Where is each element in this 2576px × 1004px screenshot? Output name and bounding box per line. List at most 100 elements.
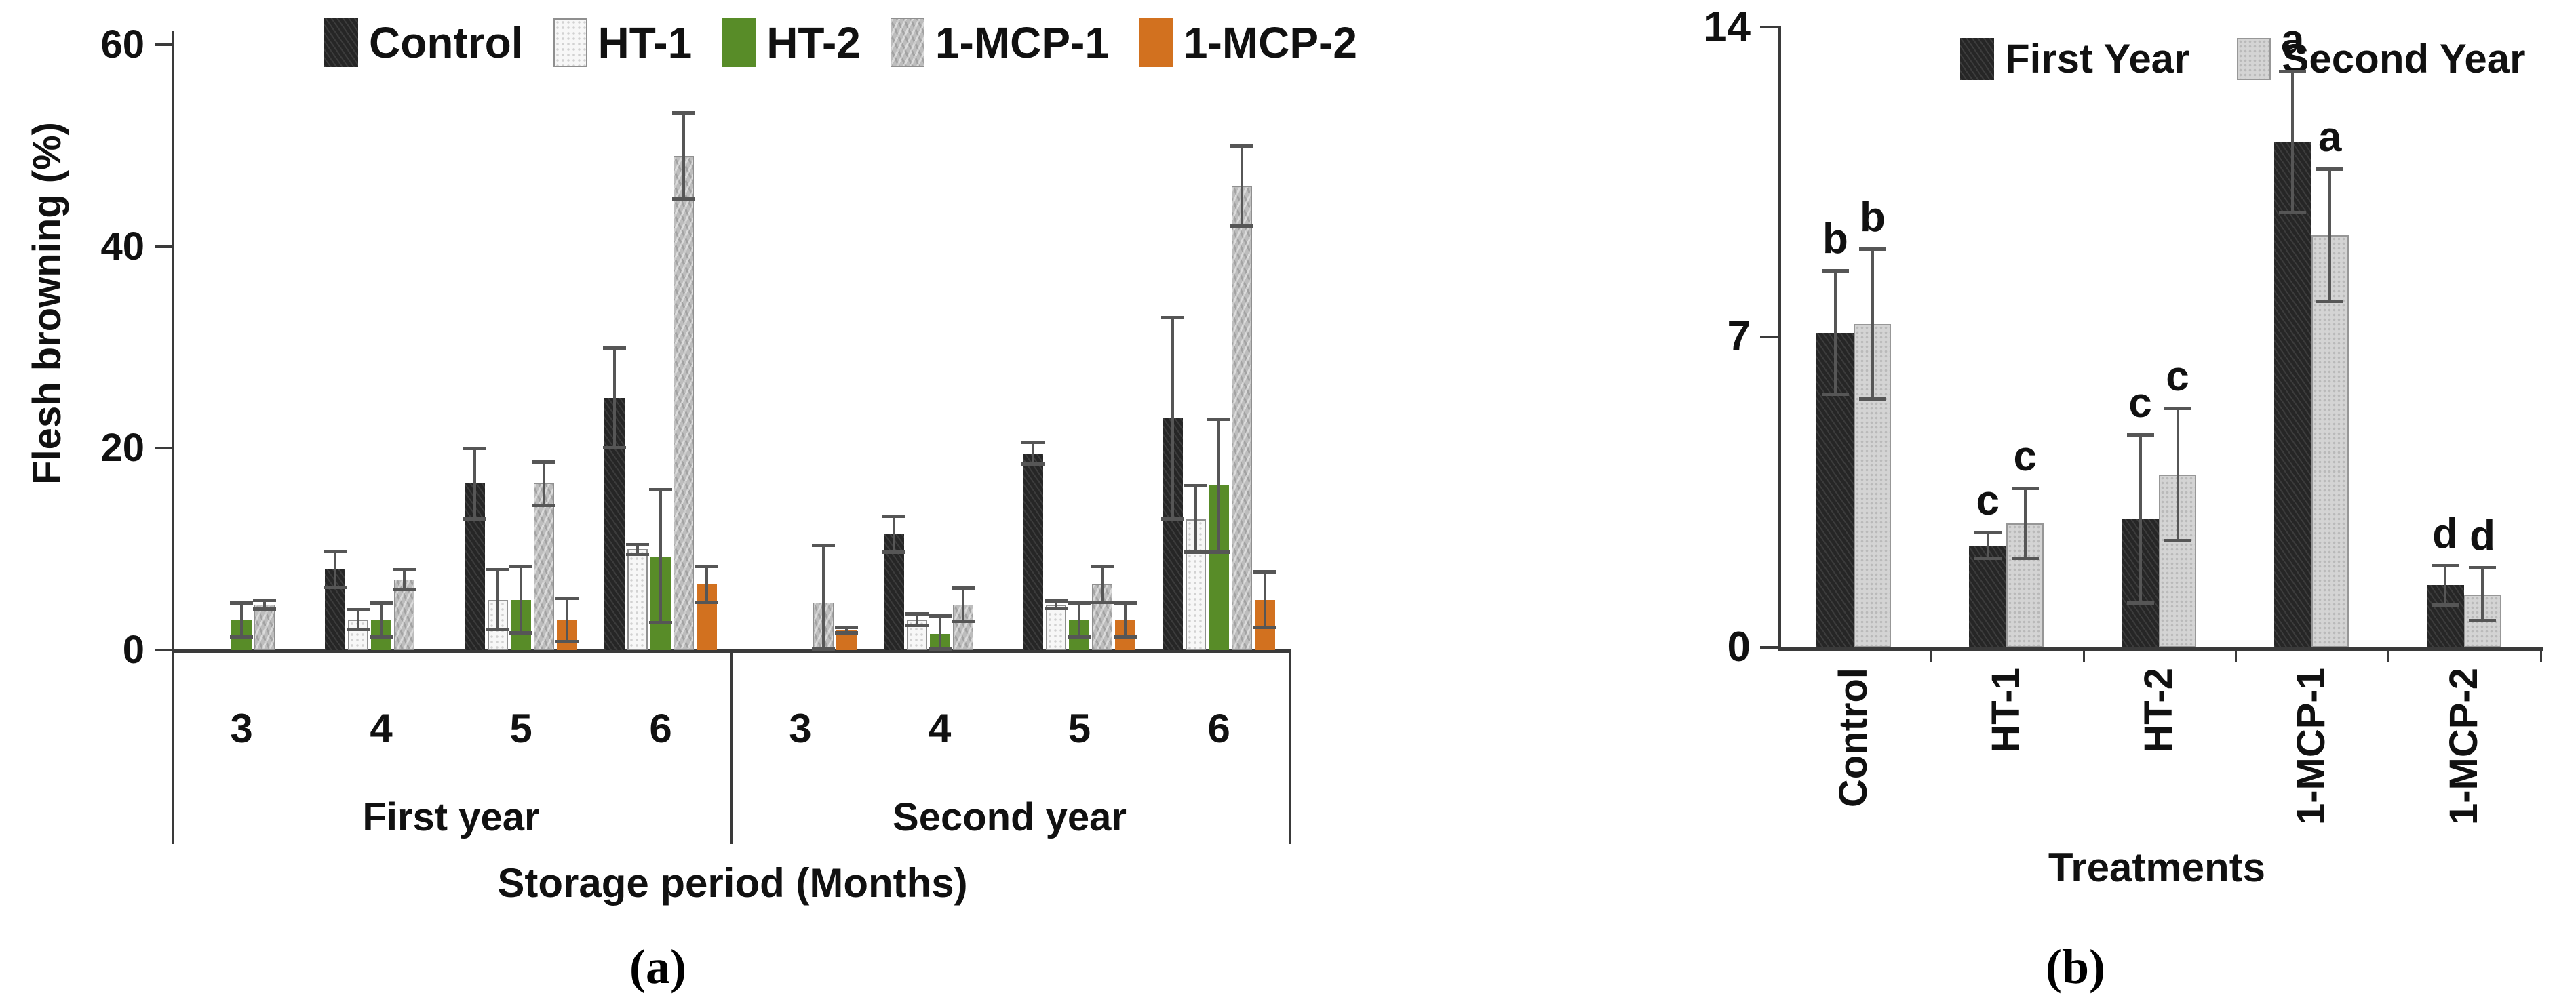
bar-first-year-6-ht-1 bbox=[627, 549, 648, 650]
legend-label-ht-2: HT-2 bbox=[766, 18, 861, 67]
error-bar-cap-bottom-second-year-5-1-mcp-2 bbox=[1114, 635, 1137, 639]
error-bar-cap-top-b-ht-1-second-year bbox=[2011, 486, 2039, 490]
legend-label-second-year: Second Year bbox=[2282, 36, 2526, 81]
error-bar-cap-bottom-second-year-5-1-mcp-1 bbox=[1091, 601, 1114, 605]
sig-letter-b-1-mcp-1-second-year: a bbox=[2318, 114, 2342, 161]
error-bar-line-second-year-5-ht-1 bbox=[1055, 601, 1058, 609]
error-bar-cap-top-first-year-6-ht-2 bbox=[649, 488, 672, 492]
bar-first-year-6-control bbox=[604, 398, 625, 650]
legend-item-ht-1: HT-1 bbox=[553, 18, 692, 68]
error-bar-line-first-year-4-1-mcp-1 bbox=[403, 569, 406, 590]
error-bar-cap-top-first-year-6-1-mcp-1 bbox=[672, 111, 695, 115]
bar-b-control-second-year bbox=[1854, 323, 1892, 647]
error-bar-cap-top-first-year-5-1-mcp-1 bbox=[532, 460, 555, 464]
error-bar-cap-bottom-first-year-6-1-mcp-2 bbox=[695, 601, 718, 605]
error-bar-line-b-ht-1-second-year bbox=[2023, 487, 2027, 559]
month-label-first-year-6: 6 bbox=[649, 706, 672, 751]
error-bar-cap-bottom-second-year-4-ht-1 bbox=[905, 624, 929, 628]
error-bar-line-second-year-5-ht-2 bbox=[1078, 603, 1081, 637]
bar-first-year-4-1-mcp-1 bbox=[394, 579, 414, 650]
month-label-second-year-4: 4 bbox=[928, 706, 952, 751]
error-bar-cap-top-second-year-5-ht-2 bbox=[1068, 601, 1091, 605]
error-bar-line-b-control-first-year bbox=[1833, 270, 1837, 395]
error-bar-cap-bottom-first-year-4-1-mcp-1 bbox=[393, 587, 416, 591]
bar-first-year-6-1-mcp-1 bbox=[674, 155, 694, 650]
year-label-second-year: Second year bbox=[893, 795, 1127, 839]
legend-swatch-control bbox=[324, 18, 358, 67]
bar-b-ht-2-second-year bbox=[2159, 475, 2196, 647]
error-bar-line-second-year-5-1-mcp-1 bbox=[1101, 566, 1104, 603]
category-label-1-mcp-2: 1-MCP-2 bbox=[2441, 668, 2486, 826]
legend-swatch-ht-2 bbox=[722, 18, 756, 67]
error-bar-cap-top-second-year-6-control bbox=[1161, 315, 1185, 319]
sig-letter-b-ht-2-second-year: c bbox=[2166, 353, 2189, 401]
y-tick-label-b-14: 14 bbox=[1704, 3, 1751, 50]
error-bar-cap-bottom-first-year-3-1-mcp-1 bbox=[253, 607, 276, 611]
error-bar-cap-top-second-year-3-1-mcp-1 bbox=[811, 544, 835, 548]
sig-letter-b-ht-1-first-year: c bbox=[1976, 477, 1999, 525]
error-bar-line-first-year-5-ht-1 bbox=[496, 569, 499, 630]
panel-caption-b: (b) bbox=[2046, 940, 2105, 994]
error-bar-cap-bottom-first-year-6-control bbox=[603, 446, 626, 450]
error-bar-cap-bottom-first-year-5-ht-1 bbox=[486, 628, 509, 632]
error-bar-cap-top-second-year-6-1-mcp-1 bbox=[1230, 144, 1254, 148]
error-bar-line-first-year-3-ht-2 bbox=[240, 603, 243, 637]
month-label-first-year-5: 5 bbox=[509, 706, 532, 751]
error-bar-cap-top-b-ht-1-first-year bbox=[1974, 531, 2002, 535]
error-bar-line-first-year-5-control bbox=[473, 448, 476, 519]
error-bar-line-second-year-3-1-mcp-2 bbox=[844, 626, 848, 633]
x-tick-b-1 bbox=[1930, 647, 1932, 662]
error-bar-cap-top-second-year-4-1-mcp-1 bbox=[951, 586, 975, 590]
sig-letter-b-ht-1-second-year: c bbox=[2013, 433, 2037, 480]
category-label-control: Control bbox=[1831, 668, 1876, 808]
error-bar-cap-bottom-first-year-5-1-mcp-2 bbox=[555, 640, 579, 644]
error-bar-cap-top-first-year-6-1-mcp-2 bbox=[695, 565, 718, 569]
error-bar-cap-bottom-first-year-4-control bbox=[324, 585, 347, 589]
error-bar-line-second-year-5-1-mcp-2 bbox=[1124, 603, 1127, 637]
legend-swatch-ht-1 bbox=[553, 18, 587, 67]
error-bar-line-first-year-5-1-mcp-1 bbox=[543, 461, 545, 506]
error-bar-cap-top-first-year-5-1-mcp-2 bbox=[555, 596, 579, 600]
error-bar-cap-bottom-first-year-5-1-mcp-1 bbox=[532, 504, 555, 508]
error-bar-cap-bottom-second-year-5-control bbox=[1021, 462, 1045, 466]
legend-swatch-second-year bbox=[2237, 37, 2271, 80]
sig-letter-b-1-mcp-2-first-year: d bbox=[2432, 510, 2459, 558]
error-bar-cap-bottom-second-year-3-1-mcp-2 bbox=[834, 630, 858, 635]
bar-b-1-mcp-1-second-year bbox=[2311, 235, 2349, 647]
error-bar-line-second-year-4-ht-1 bbox=[915, 614, 918, 626]
y-tick-label-a-20: 20 bbox=[100, 426, 144, 470]
y-tick-b-14 bbox=[1760, 25, 1779, 28]
legend-item-first-year: First Year bbox=[1960, 35, 2189, 82]
x-tick-b-5 bbox=[2540, 647, 2542, 662]
error-bar-cap-bottom-second-year-6-1-mcp-1 bbox=[1230, 224, 1254, 228]
error-bar-cap-top-first-year-4-1-mcp-1 bbox=[393, 567, 416, 571]
error-bar-cap-bottom-second-year-3-1-mcp-1 bbox=[811, 647, 835, 651]
error-bar-cap-bottom-first-year-5-ht-2 bbox=[509, 630, 532, 635]
error-bar-line-second-year-6-ht-2 bbox=[1217, 419, 1221, 553]
error-bar-cap-top-first-year-5-control bbox=[463, 447, 486, 451]
panel-caption-a: (a) bbox=[629, 940, 686, 994]
error-bar-cap-top-second-year-4-control bbox=[882, 515, 905, 519]
error-bar-cap-bottom-b-ht-1-first-year bbox=[1974, 557, 2002, 561]
legend-b: First Year Second Year bbox=[1960, 35, 2526, 82]
sig-letter-b-control-first-year: b bbox=[1822, 216, 1848, 263]
error-bar-line-second-year-5-control bbox=[1032, 442, 1035, 465]
bar-second-year-5-control bbox=[1023, 453, 1044, 650]
error-bar-cap-top-first-year-4-ht-2 bbox=[370, 601, 393, 605]
error-bar-line-second-year-6-ht-1 bbox=[1194, 485, 1198, 553]
error-bar-cap-bottom-second-year-6-ht-1 bbox=[1184, 550, 1208, 554]
error-bar-cap-top-first-year-3-1-mcp-1 bbox=[253, 598, 276, 602]
y-tick-label-a-60: 60 bbox=[100, 22, 144, 67]
error-bar-cap-top-b-1-mcp-1-second-year bbox=[2316, 167, 2344, 172]
y-tick-a-60 bbox=[155, 43, 173, 47]
error-bar-cap-bottom-second-year-5-ht-1 bbox=[1045, 606, 1068, 610]
error-bar-cap-top-first-year-5-ht-2 bbox=[509, 565, 532, 569]
panel-b-treatments-chart: Treatments (b) First Year Second Year 0 7 14… bbox=[1526, 0, 2576, 1004]
error-bar-line-second-year-4-control bbox=[892, 516, 895, 553]
bar-first-year-5-1-mcp-1 bbox=[534, 483, 554, 650]
x-tick-b-2 bbox=[2082, 647, 2085, 662]
month-label-second-year-6: 6 bbox=[1207, 706, 1230, 751]
error-bar-cap-top-b-ht-2-second-year bbox=[2164, 407, 2191, 411]
error-bar-line-second-year-4-1-mcp-1 bbox=[961, 587, 964, 622]
